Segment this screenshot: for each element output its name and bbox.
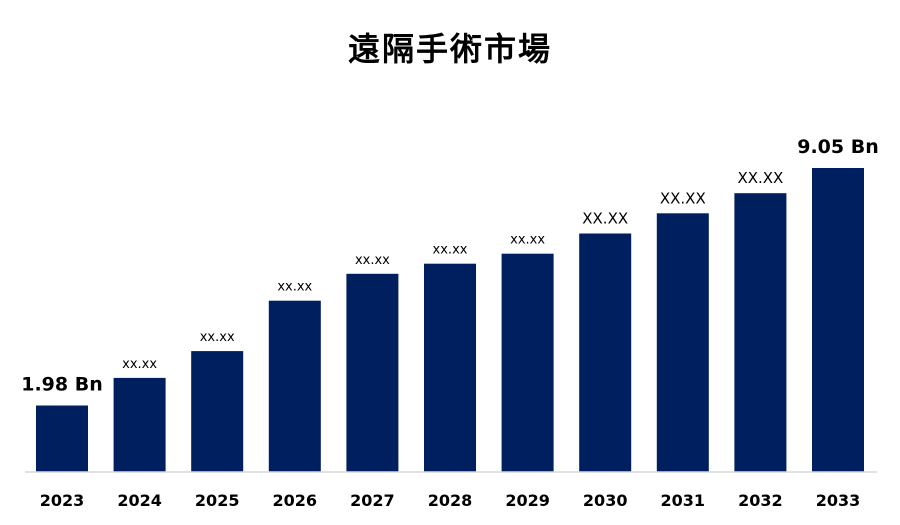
data-label-2027: xx.xx [355,253,390,268]
x-tick-label-2032: 2032 [738,491,783,510]
bar-2031 [656,213,709,473]
x-tick-label-2023: 2023 [40,491,85,510]
data-label-2023: 1.98 Bn [21,374,103,396]
data-label-2032: XX.XX [737,169,783,187]
data-label-2024: xx.xx [122,357,157,372]
bar-2026 [268,300,321,472]
bars-layer [36,168,864,473]
x-tick-labels-layer: 2023 2024 2025 2026 2027 2028 2029 2030 2031 2032… [40,491,861,510]
data-label-2028: xx.xx [433,243,468,258]
bar-2027 [346,273,399,472]
data-label-2033: 9.05 Bn [797,136,879,158]
x-tick-label-2025: 2025 [195,491,240,510]
x-tick-label-2028: 2028 [428,491,473,510]
x-tick-label-2026: 2026 [273,491,318,510]
bar-2024 [113,377,166,472]
bar-2025 [191,351,244,472]
bar-2030 [579,233,632,472]
data-labels-layer: 1.98 Bn xx.xx xx.xx xx.xx xx.xx xx.xx xx.xx XX.… [21,136,879,396]
data-label-2029: xx.xx [510,233,545,248]
x-tick-label-2027: 2027 [350,491,395,510]
bar-2029 [501,253,554,472]
x-tick-label-2033: 2033 [816,491,861,510]
data-label-2025: xx.xx [200,330,235,345]
data-label-2026: xx.xx [277,280,312,295]
x-tick-label-2029: 2029 [505,491,550,510]
x-tick-label-2031: 2031 [661,491,706,510]
data-label-2031: XX.XX [660,189,706,207]
bar-2023 [36,405,88,472]
bar-2028 [424,263,476,472]
chart-title: 遠隔手術市場 [347,30,552,68]
x-tick-label-2030: 2030 [583,491,628,510]
x-tick-label-2024: 2024 [117,491,162,510]
data-label-2030: XX.XX [582,210,628,228]
bar-2033 [812,168,864,472]
bar-2032 [734,193,787,472]
